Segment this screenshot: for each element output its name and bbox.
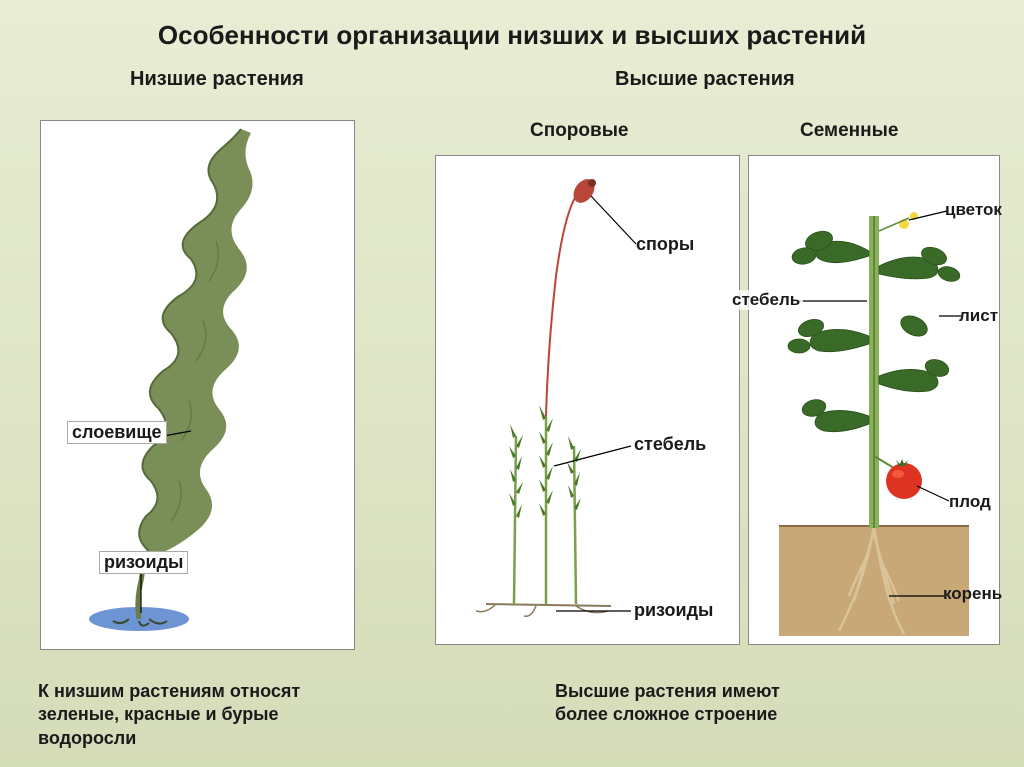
lower-heading: Низшие растения (130, 68, 304, 91)
spore-heading: Споровые (530, 120, 629, 142)
tomato-illustration (749, 156, 1001, 646)
seed-heading: Семенные (800, 120, 898, 142)
page-title: Особенности организации низших и высших … (158, 20, 866, 51)
higher-caption: Высшие растения имеют более сложное стро… (555, 680, 780, 727)
higher-heading: Высшие растения (615, 68, 795, 91)
label-stem-seed: стебель (729, 290, 803, 310)
label-root: корень (943, 584, 1002, 604)
label-flower: цветок (945, 200, 1002, 220)
lower-caption: К низшим растениям относят зеленые, крас… (38, 680, 300, 750)
label-thallus: слоевище (67, 421, 167, 444)
moss-illustration (436, 156, 741, 646)
lower-panel: слоевище ризоиды (40, 120, 355, 650)
label-spores: споры (636, 234, 694, 255)
label-rhizoids-lower: ризоиды (99, 551, 188, 574)
spore-panel: споры стебель ризоиды (435, 155, 740, 645)
label-rhizoids-spore: ризоиды (634, 600, 713, 621)
label-fruit: плод (949, 492, 991, 512)
label-leaf: лист (959, 306, 998, 326)
seed-panel: цветок стебель лист плод корень (748, 155, 1000, 645)
label-stem-spore: стебель (634, 434, 706, 455)
